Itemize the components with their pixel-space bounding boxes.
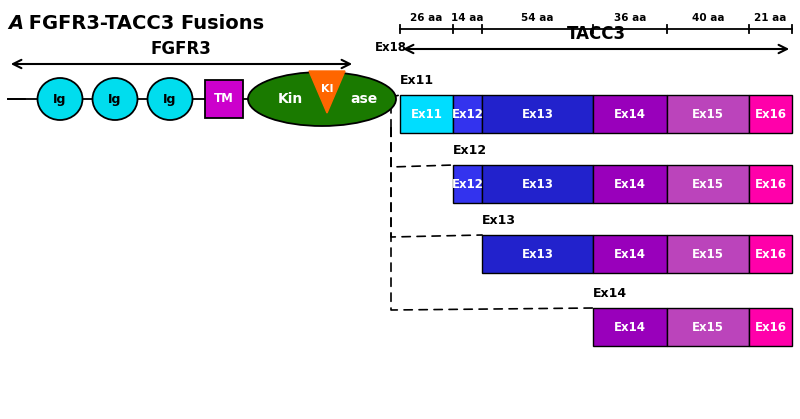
Text: Ex15: Ex15 xyxy=(692,321,724,334)
Ellipse shape xyxy=(248,72,396,126)
FancyBboxPatch shape xyxy=(482,165,593,203)
FancyBboxPatch shape xyxy=(593,95,667,133)
FancyBboxPatch shape xyxy=(482,235,593,273)
Text: 54 aa: 54 aa xyxy=(522,13,554,23)
Text: 21 aa: 21 aa xyxy=(754,13,786,23)
Text: Ex13: Ex13 xyxy=(522,108,554,121)
Text: A: A xyxy=(8,14,23,33)
Text: FGFR3-TACC3 Fusions: FGFR3-TACC3 Fusions xyxy=(22,14,264,33)
FancyBboxPatch shape xyxy=(482,95,593,133)
Text: Ex13: Ex13 xyxy=(522,248,554,261)
Text: Ex18: Ex18 xyxy=(375,41,407,54)
Text: TM: TM xyxy=(214,93,234,106)
Text: 40 aa: 40 aa xyxy=(692,13,724,23)
Text: Ex13: Ex13 xyxy=(522,178,554,191)
Text: Ex14: Ex14 xyxy=(614,321,646,334)
Text: Ig: Ig xyxy=(108,93,122,106)
Text: Ex12: Ex12 xyxy=(452,108,484,121)
FancyBboxPatch shape xyxy=(593,165,667,203)
Text: Ex15: Ex15 xyxy=(692,108,724,121)
Text: FGFR3: FGFR3 xyxy=(150,40,211,58)
Text: Ex13: Ex13 xyxy=(482,214,516,227)
FancyBboxPatch shape xyxy=(593,235,667,273)
FancyBboxPatch shape xyxy=(667,165,749,203)
Text: 26 aa: 26 aa xyxy=(410,13,443,23)
Text: Ex11: Ex11 xyxy=(400,74,434,87)
FancyBboxPatch shape xyxy=(667,235,749,273)
Ellipse shape xyxy=(147,78,193,120)
Text: Ex15: Ex15 xyxy=(692,248,724,261)
Text: Ex14: Ex14 xyxy=(614,178,646,191)
FancyBboxPatch shape xyxy=(667,95,749,133)
Text: Ex15: Ex15 xyxy=(692,178,724,191)
Text: Ex16: Ex16 xyxy=(754,321,786,334)
FancyBboxPatch shape xyxy=(749,235,792,273)
Text: ase: ase xyxy=(350,92,378,106)
Text: Ex16: Ex16 xyxy=(754,248,786,261)
FancyBboxPatch shape xyxy=(749,95,792,133)
Text: Ig: Ig xyxy=(54,93,66,106)
Text: Ex16: Ex16 xyxy=(754,108,786,121)
Text: Ex12: Ex12 xyxy=(452,178,484,191)
FancyBboxPatch shape xyxy=(454,95,482,133)
Text: Ex14: Ex14 xyxy=(593,287,627,300)
Text: Ex14: Ex14 xyxy=(614,248,646,261)
FancyBboxPatch shape xyxy=(749,308,792,346)
FancyBboxPatch shape xyxy=(400,95,454,133)
Text: Ex14: Ex14 xyxy=(614,108,646,121)
Text: Ex16: Ex16 xyxy=(754,178,786,191)
Text: TACC3: TACC3 xyxy=(566,25,626,43)
Text: Kin: Kin xyxy=(278,92,302,106)
Text: 14 aa: 14 aa xyxy=(451,13,484,23)
Text: Ex11: Ex11 xyxy=(410,108,442,121)
Text: KI: KI xyxy=(321,84,334,94)
Text: Ig: Ig xyxy=(163,93,177,106)
FancyBboxPatch shape xyxy=(454,165,482,203)
FancyBboxPatch shape xyxy=(667,308,749,346)
Polygon shape xyxy=(309,71,345,113)
FancyBboxPatch shape xyxy=(205,80,243,118)
FancyBboxPatch shape xyxy=(749,165,792,203)
FancyBboxPatch shape xyxy=(593,308,667,346)
Ellipse shape xyxy=(93,78,138,120)
Text: 36 aa: 36 aa xyxy=(614,13,646,23)
Text: Ex12: Ex12 xyxy=(454,144,487,157)
Ellipse shape xyxy=(38,78,82,120)
